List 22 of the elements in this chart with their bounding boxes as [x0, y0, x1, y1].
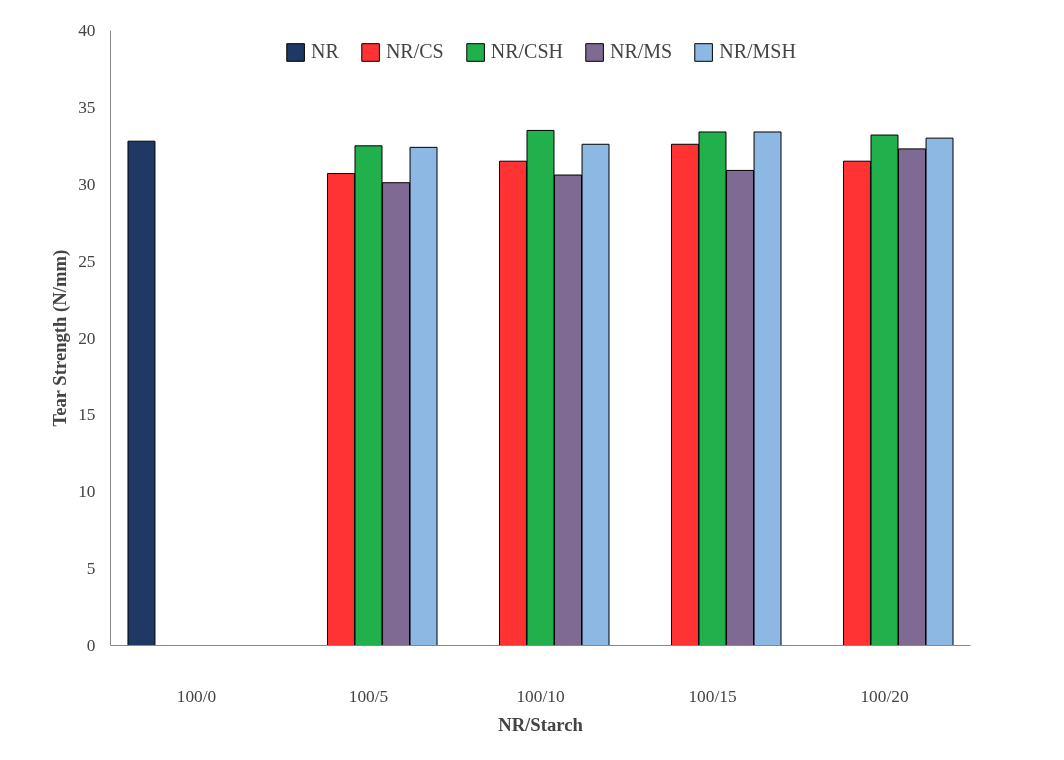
legend-label: NR	[311, 40, 339, 63]
y-tick-label: 20	[78, 328, 96, 348]
y-tick-label: 30	[78, 174, 96, 194]
y-tick-label: 35	[78, 97, 96, 117]
x-tick-label: 100/5	[348, 686, 389, 706]
x-tick-label: 100/0	[176, 686, 217, 706]
x-tick-label: 100/10	[516, 686, 565, 706]
y-tick-label: 40	[78, 21, 96, 40]
y-axis-title: Tear Strength (N/mm)	[49, 249, 72, 427]
legend-label: NR/CS	[385, 40, 444, 63]
y-tick-label: 25	[78, 251, 96, 271]
y-tick-label: 15	[78, 405, 96, 425]
y-tick-label: 5	[86, 559, 96, 579]
legend-label: NR/MSH	[719, 40, 796, 63]
x-tick-label: 100/20	[860, 686, 909, 706]
x-axis-title: NR/Starch	[498, 713, 584, 735]
legend-label: NR/MS	[609, 40, 673, 63]
y-tick-label: 10	[78, 482, 96, 502]
x-tick-label: 100/15	[688, 686, 737, 706]
bar	[127, 140, 156, 646]
legend-label: NR/CSH	[490, 40, 563, 63]
y-tick-label: 0	[86, 636, 96, 655]
